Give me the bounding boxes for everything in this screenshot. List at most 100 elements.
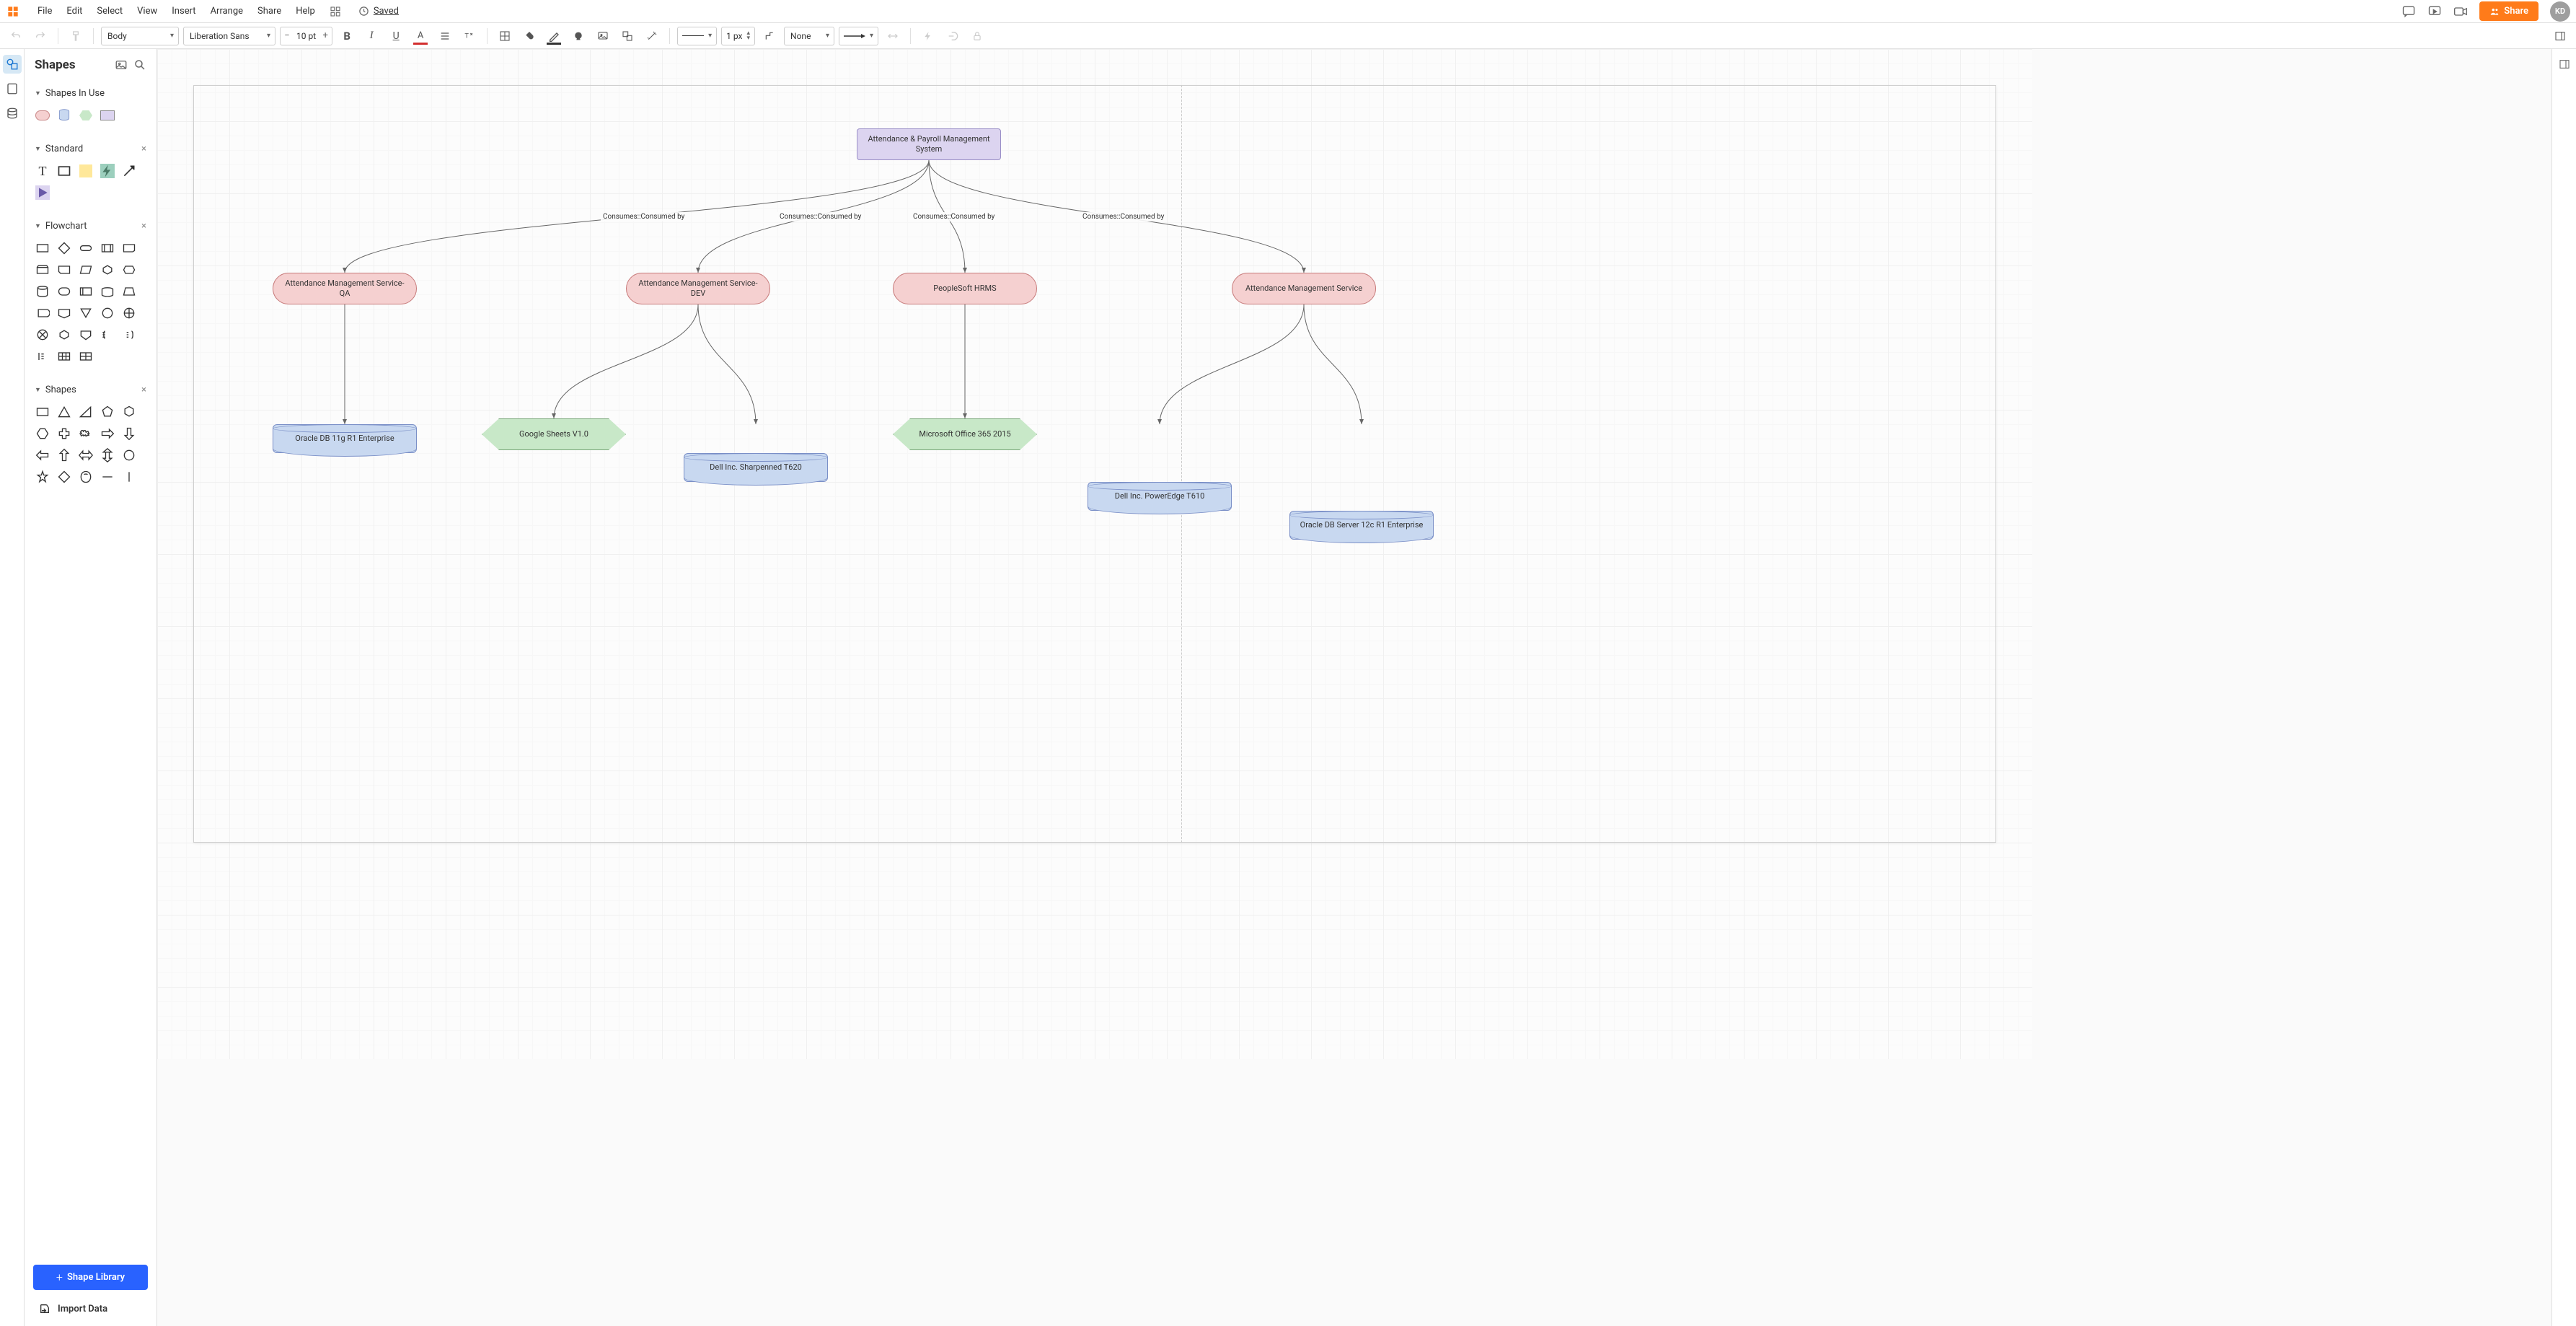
video-icon[interactable] [2453,4,2468,19]
menu-arrange[interactable]: Arrange [205,3,249,19]
shape-library-button[interactable]: + Shape Library [33,1265,148,1290]
present-icon[interactable] [2427,4,2442,19]
line-style-select[interactable]: ▾ [677,27,717,45]
flowchart-shape-10[interactable] [35,284,50,299]
std-rect[interactable] [56,163,72,179]
share-button[interactable]: Share [2479,1,2538,21]
basic-shape-12[interactable] [78,447,94,463]
font-select[interactable]: Liberation Sans [183,27,275,45]
flowchart-shape-5[interactable] [35,262,50,278]
font-size-dec[interactable]: − [281,30,294,41]
arrow-end-select[interactable]: ▾ [839,27,878,45]
bottom-node-2[interactable]: Dell Inc. Sharpenned T620 [684,453,828,482]
section-shapes[interactable]: ▼Shapes× [32,380,149,400]
border-color-button[interactable] [544,26,564,46]
basic-shape-18[interactable] [100,469,115,485]
basic-shape-7[interactable] [78,426,94,442]
menu-insert[interactable]: Insert [166,3,201,19]
action-button[interactable] [918,26,938,46]
text-options-button[interactable]: T [459,26,480,46]
basic-shape-15[interactable] [35,469,50,485]
italic-button[interactable]: I [361,26,381,46]
flowchart-shape-15[interactable] [35,305,50,321]
close-icon[interactable]: × [141,385,146,395]
flowchart-shape-11[interactable] [56,284,72,299]
flowchart-shape-4[interactable] [121,240,137,256]
flowchart-shape-0[interactable] [35,240,50,256]
basic-shape-5[interactable] [35,426,50,442]
flowchart-shape-7[interactable] [78,262,94,278]
flowchart-shape-2[interactable] [78,240,94,256]
section-in-use[interactable]: ▼Shapes In Use [32,84,149,103]
line-route-button[interactable] [759,26,780,46]
underline-button[interactable]: U [386,26,406,46]
flowchart-shape-13[interactable] [100,284,115,299]
text-color-button[interactable]: A [410,26,431,46]
layout-button[interactable] [495,26,515,46]
style-select[interactable]: Body [101,27,179,45]
flowchart-shape-6[interactable] [56,262,72,278]
right-panel-toggle[interactable] [2555,55,2574,74]
flowchart-shape-26[interactable] [56,348,72,364]
line-width-select[interactable]: 1 px▴▾ [721,27,755,45]
basic-shape-11[interactable] [56,447,72,463]
flowchart-shape-18[interactable] [100,305,115,321]
menu-share[interactable]: Share [252,3,287,19]
flowchart-shape-8[interactable] [100,262,115,278]
format-painter-button[interactable] [66,26,86,46]
mid-node-3[interactable]: Attendance Management Service [1232,273,1376,304]
flowchart-shape-25[interactable] [35,348,50,364]
font-size-spinner[interactable]: − 10 pt + [280,27,332,45]
basic-shape-3[interactable] [100,404,115,420]
flowchart-shape-24[interactable] [121,327,137,343]
flowchart-shape-19[interactable] [121,305,137,321]
swap-ends-button[interactable] [883,26,903,46]
import-data-button[interactable]: Import Data [33,1300,148,1317]
basic-shape-9[interactable] [121,426,137,442]
flowchart-shape-22[interactable] [78,327,94,343]
bottom-node-0[interactable]: Oracle DB 11g R1 Enterprise [273,424,417,453]
basic-shape-13[interactable] [100,447,115,463]
flowchart-shape-1[interactable] [56,240,72,256]
mid-node-1[interactable]: Attendance Management Service-DEV [626,273,770,304]
basic-shape-14[interactable] [121,447,137,463]
mid-node-2[interactable]: PeopleSoft HRMS [893,273,1037,304]
image-button[interactable] [593,26,613,46]
std-arrow[interactable] [121,163,137,179]
arrow-start-select[interactable]: None [784,27,834,45]
flowchart-shape-14[interactable] [121,284,137,299]
basic-shape-17[interactable] [78,469,94,485]
std-note[interactable] [78,163,94,179]
menu-edit[interactable]: Edit [61,3,88,19]
shape-hexagon[interactable] [78,107,94,123]
align-button[interactable] [435,26,455,46]
close-icon[interactable]: × [141,144,146,154]
section-standard[interactable]: ▼Standard× [32,139,149,159]
flowchart-shape-3[interactable] [100,240,115,256]
basic-shape-16[interactable] [56,469,72,485]
rail-data[interactable] [3,104,22,123]
saved-indicator[interactable]: Saved [358,6,399,17]
menu-file[interactable]: File [32,3,58,19]
basic-shape-1[interactable] [56,404,72,420]
flowchart-shape-9[interactable] [121,262,137,278]
std-action[interactable] [100,163,115,179]
flowchart-shape-23[interactable] [100,327,115,343]
bottom-node-3[interactable]: Microsoft Office 365 2015 [893,418,1037,450]
menu-help[interactable]: Help [290,3,321,19]
shape-cylinder[interactable] [56,107,72,123]
rail-shapes[interactable] [3,55,22,74]
search-icon[interactable] [133,58,146,71]
magic-button[interactable] [642,26,662,46]
basic-shape-19[interactable] [121,469,137,485]
flowchart-shape-16[interactable] [56,305,72,321]
font-size-inc[interactable]: + [319,30,332,41]
close-icon[interactable]: × [141,221,146,232]
flowchart-shape-12[interactable] [78,284,94,299]
flowchart-shape-21[interactable] [56,327,72,343]
fill-color-button[interactable] [519,26,539,46]
rail-pages[interactable] [3,79,22,98]
root-node-0[interactable]: Attendance & Payroll Management System [857,128,1001,160]
undo-button[interactable] [6,26,26,46]
std-play[interactable] [35,185,50,201]
